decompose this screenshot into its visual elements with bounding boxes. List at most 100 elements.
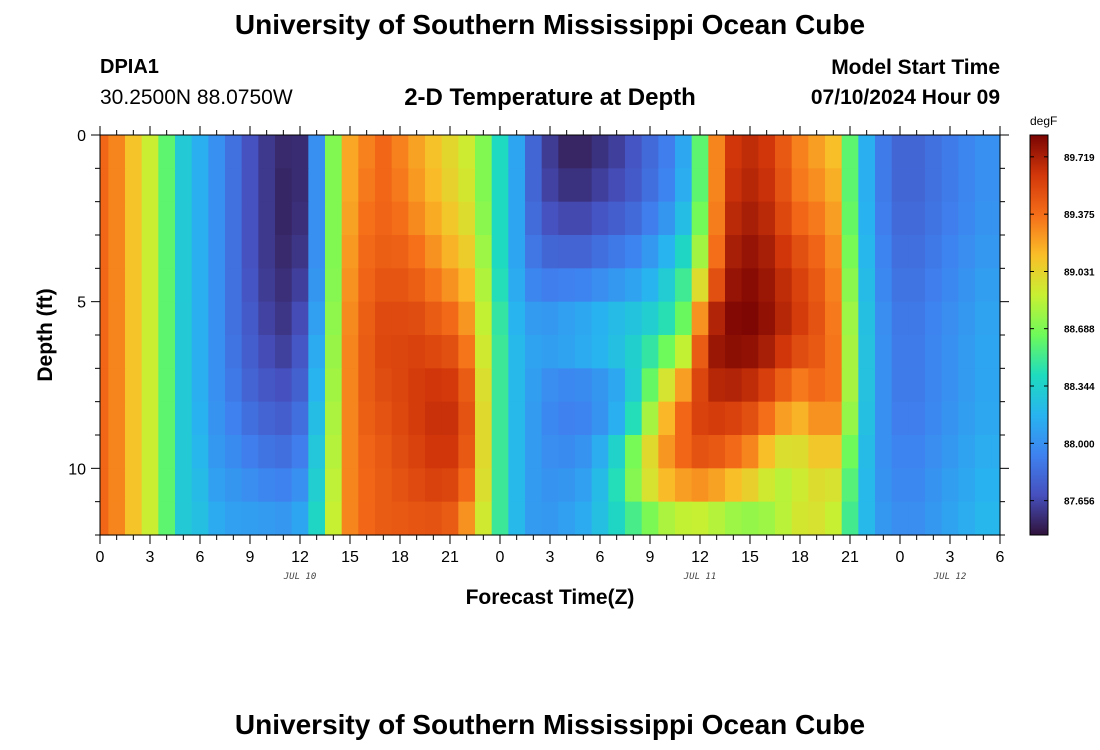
- heatmap-cell: [941, 501, 959, 536]
- heatmap-cell: [291, 435, 309, 469]
- heatmap-cell: [625, 268, 643, 303]
- heatmap-cell: [625, 501, 643, 536]
- heatmap-cell: [175, 335, 193, 369]
- heatmap-cell: [208, 335, 226, 369]
- heatmap-cell: [675, 268, 693, 303]
- heatmap-cell: [741, 268, 759, 303]
- colorbar-label: 87.656: [1064, 497, 1095, 508]
- heatmap-cell: [491, 268, 509, 303]
- heatmap-cell: [425, 401, 443, 436]
- colorbar-unit: degF: [1030, 114, 1057, 128]
- heatmap-cell: [125, 335, 143, 369]
- heatmap-cell: [391, 268, 409, 303]
- heatmap-cell: [975, 401, 993, 436]
- heatmap-cell: [191, 301, 209, 336]
- heatmap-cell: [308, 168, 326, 203]
- heatmap-cell: [691, 368, 709, 403]
- heatmap-cell: [858, 501, 876, 536]
- heatmap-cell: [908, 301, 926, 336]
- heatmap-cell: [541, 168, 559, 203]
- plot-title: 2-D Temperature at Depth: [404, 84, 696, 111]
- heatmap-cell: [191, 235, 209, 269]
- heatmap-cell: [775, 268, 793, 303]
- x-tick-label: 6: [596, 549, 605, 566]
- heatmap-cell: [708, 235, 726, 269]
- heatmap-cell: [441, 335, 459, 369]
- heatmap-cell: [558, 435, 576, 469]
- colorbar-ticks: 89.719 89.375 89.031 88.688 88.344 88.000 87.6…: [1030, 153, 1095, 508]
- heatmap-cell: [258, 201, 276, 236]
- heatmap-cell: [158, 168, 176, 203]
- heatmap-cell: [558, 168, 576, 203]
- heatmap-cell: [691, 168, 709, 203]
- heatmap-cell: [958, 301, 976, 336]
- heatmap-cell: [941, 201, 959, 236]
- colorbar-label: 88.344: [1064, 382, 1095, 393]
- heatmap-cell: [208, 301, 226, 336]
- heatmap-cell: [475, 168, 493, 203]
- heatmap-cell: [891, 301, 909, 336]
- heatmap-cell: [675, 468, 693, 503]
- heatmap-cell: [691, 301, 709, 336]
- heatmap-cell: [891, 335, 909, 369]
- heatmap-cell: [958, 268, 976, 303]
- heatmap-cell: [858, 401, 876, 436]
- heatmap-cell: [141, 201, 159, 236]
- heatmap-cell: [358, 501, 376, 536]
- heatmap-cell: [941, 268, 959, 303]
- heatmap-cell: [891, 168, 909, 203]
- heatmap-cell: [725, 435, 743, 469]
- heatmap-cell: [125, 235, 143, 269]
- heatmap-cell: [591, 301, 609, 336]
- heatmap-cell: [308, 301, 326, 336]
- heatmap-cell: [258, 235, 276, 269]
- heatmap-cell: [158, 135, 176, 169]
- heatmap-cell: [591, 235, 609, 269]
- heatmap-cell: [325, 301, 343, 336]
- heatmap-cell: [908, 368, 926, 403]
- heatmap-cell: [158, 401, 176, 436]
- heatmap-cell: [475, 468, 493, 503]
- heatmap-cell: [541, 468, 559, 503]
- heatmap-cell: [341, 268, 359, 303]
- heatmap-cell: [841, 301, 859, 336]
- heatmap-cell: [275, 168, 293, 203]
- heatmap-cell: [225, 335, 243, 369]
- heatmap-cell: [925, 435, 943, 469]
- heatmap-cell: [208, 168, 226, 203]
- heatmap-cell: [225, 368, 243, 403]
- heatmap-cell: [291, 268, 309, 303]
- heatmap-cell: [425, 468, 443, 503]
- heatmap-cell: [325, 168, 343, 203]
- heatmap-cell: [491, 335, 509, 369]
- heatmap-cell: [691, 435, 709, 469]
- heatmap-cell: [308, 401, 326, 436]
- heatmap-cell: [408, 201, 426, 236]
- heatmap-cell: [608, 135, 626, 169]
- heatmap-cell: [358, 401, 376, 436]
- heatmap-cell: [191, 401, 209, 436]
- heatmap-cell: [575, 401, 593, 436]
- heatmap-cell: [591, 335, 609, 369]
- heatmap-cell: [741, 468, 759, 503]
- heatmap-cell: [891, 135, 909, 169]
- heatmap-cell: [991, 368, 1001, 403]
- heatmap-cell: [908, 235, 926, 269]
- heatmap-cell: [425, 368, 443, 403]
- heatmap-cell: [775, 168, 793, 203]
- heatmap-cell: [975, 435, 993, 469]
- heatmap-cell: [941, 235, 959, 269]
- heatmap-cell: [341, 201, 359, 236]
- heatmap-cell: [291, 468, 309, 503]
- heatmap-cell: [641, 168, 659, 203]
- x-tick-label: 15: [741, 549, 759, 566]
- heatmap-cell: [591, 135, 609, 169]
- heatmap-cell: [708, 168, 726, 203]
- heatmap-cell: [658, 135, 676, 169]
- heatmap-cell: [591, 468, 609, 503]
- heatmap-cell: [791, 201, 809, 236]
- colorbar-label: 88.688: [1064, 325, 1095, 336]
- heatmap-cell: [791, 268, 809, 303]
- heatmap-cell: [308, 468, 326, 503]
